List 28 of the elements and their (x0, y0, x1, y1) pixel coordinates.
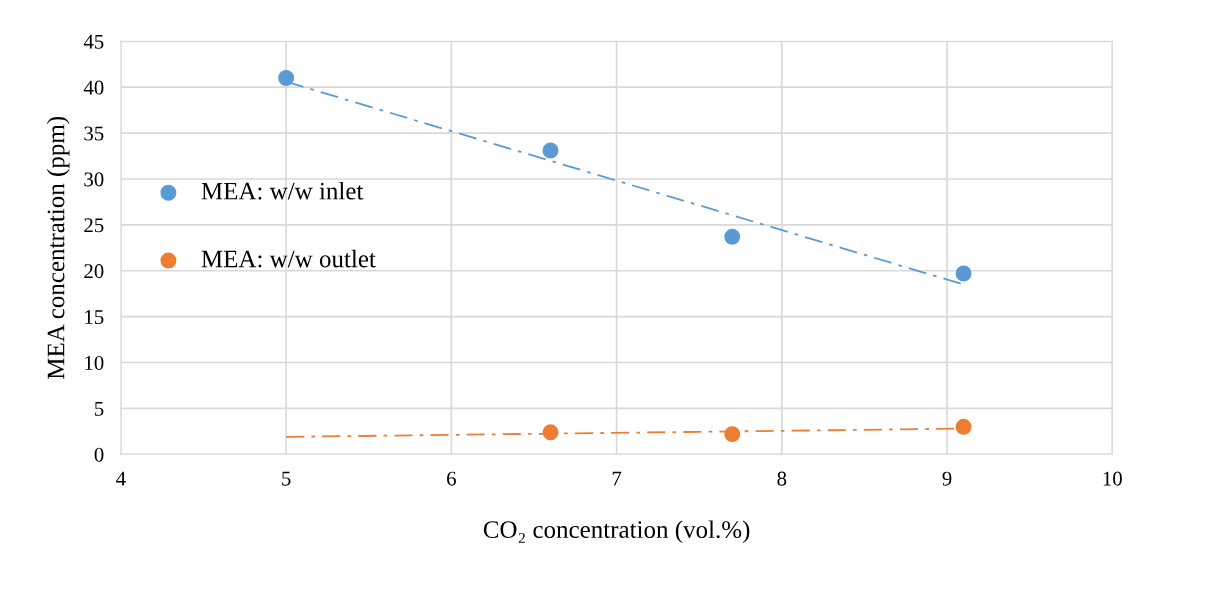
x-tick-label: 6 (447, 471, 456, 486)
legend-label: MEA: w/w outlet (201, 249, 376, 268)
y-tick-label: 5 (95, 402, 104, 416)
x-tick-label: 10 (1103, 471, 1122, 486)
x-tick-label: 8 (777, 471, 787, 486)
y-tick-label: 45 (83, 34, 104, 49)
point (724, 426, 741, 443)
point (278, 70, 295, 86)
x-tick-label: 7 (612, 471, 622, 486)
point (955, 265, 972, 282)
legend-label: MEA: w/w inlet (201, 181, 364, 200)
y-axis-title: MEA concentration (ppm) (46, 116, 70, 379)
point (724, 228, 741, 245)
point (542, 424, 559, 441)
x-axis-title: CO₂ concentration (vol.%) (483, 520, 750, 544)
point (542, 142, 559, 159)
y-tick-label: 10 (85, 355, 104, 370)
y-tick-label: 20 (84, 264, 104, 279)
x-tick-label: 9 (942, 471, 952, 486)
x-tick-label: 5 (282, 471, 291, 486)
y-tick-label: 35 (84, 126, 104, 141)
y-tick-label: 30 (84, 172, 104, 187)
y-tick-label: 0 (94, 447, 104, 462)
y-tick-label: 15 (85, 310, 104, 325)
y-tick-label: 40 (83, 80, 104, 95)
x-tick-label: 4 (116, 471, 126, 486)
y-tick-label: 25 (84, 218, 104, 233)
point (955, 418, 972, 435)
